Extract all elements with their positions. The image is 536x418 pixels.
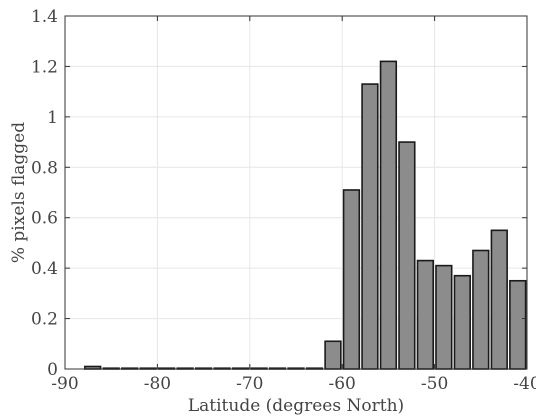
bar — [509, 279, 527, 370]
bars — [84, 60, 527, 370]
y-tick-labels: 0 0.2 0.4 0.6 0.8 1 1.2 1.4 — [31, 7, 58, 380]
y-axis-title: % pixels flagged — [9, 122, 29, 263]
bar — [324, 340, 342, 370]
bar — [398, 141, 416, 370]
y-tick-label: 0.8 — [31, 158, 58, 178]
x-tick-label: -50 — [421, 374, 448, 394]
y-tick-label: 0 — [47, 360, 58, 380]
y-tick-label: 0.4 — [31, 259, 58, 279]
bar — [472, 249, 490, 370]
x-tick-label: -80 — [144, 374, 171, 394]
bar — [361, 83, 379, 370]
bar — [435, 264, 453, 370]
x-tick-label: -70 — [236, 374, 263, 394]
x-tick-labels: -90 -80 -70 -60 -50 -40 — [51, 374, 536, 394]
bar — [342, 189, 361, 370]
y-tick-label: 1.4 — [31, 7, 58, 27]
y-tick-label: 1 — [47, 108, 58, 128]
bar — [416, 259, 435, 370]
y-tick-label: 0.6 — [31, 209, 58, 229]
y-tick-label: 1.2 — [31, 57, 58, 77]
x-axis-title: Latitude (degrees North) — [188, 396, 404, 416]
ticks — [64, 15, 528, 370]
plot-frame — [64, 15, 528, 370]
x-tick-label: -90 — [51, 374, 78, 394]
bar — [490, 229, 508, 370]
bar — [453, 274, 471, 370]
bar — [379, 60, 398, 370]
y-tick-label: 0.2 — [31, 310, 58, 330]
x-tick-label: -40 — [513, 374, 536, 394]
x-tick-label: -60 — [329, 374, 356, 394]
